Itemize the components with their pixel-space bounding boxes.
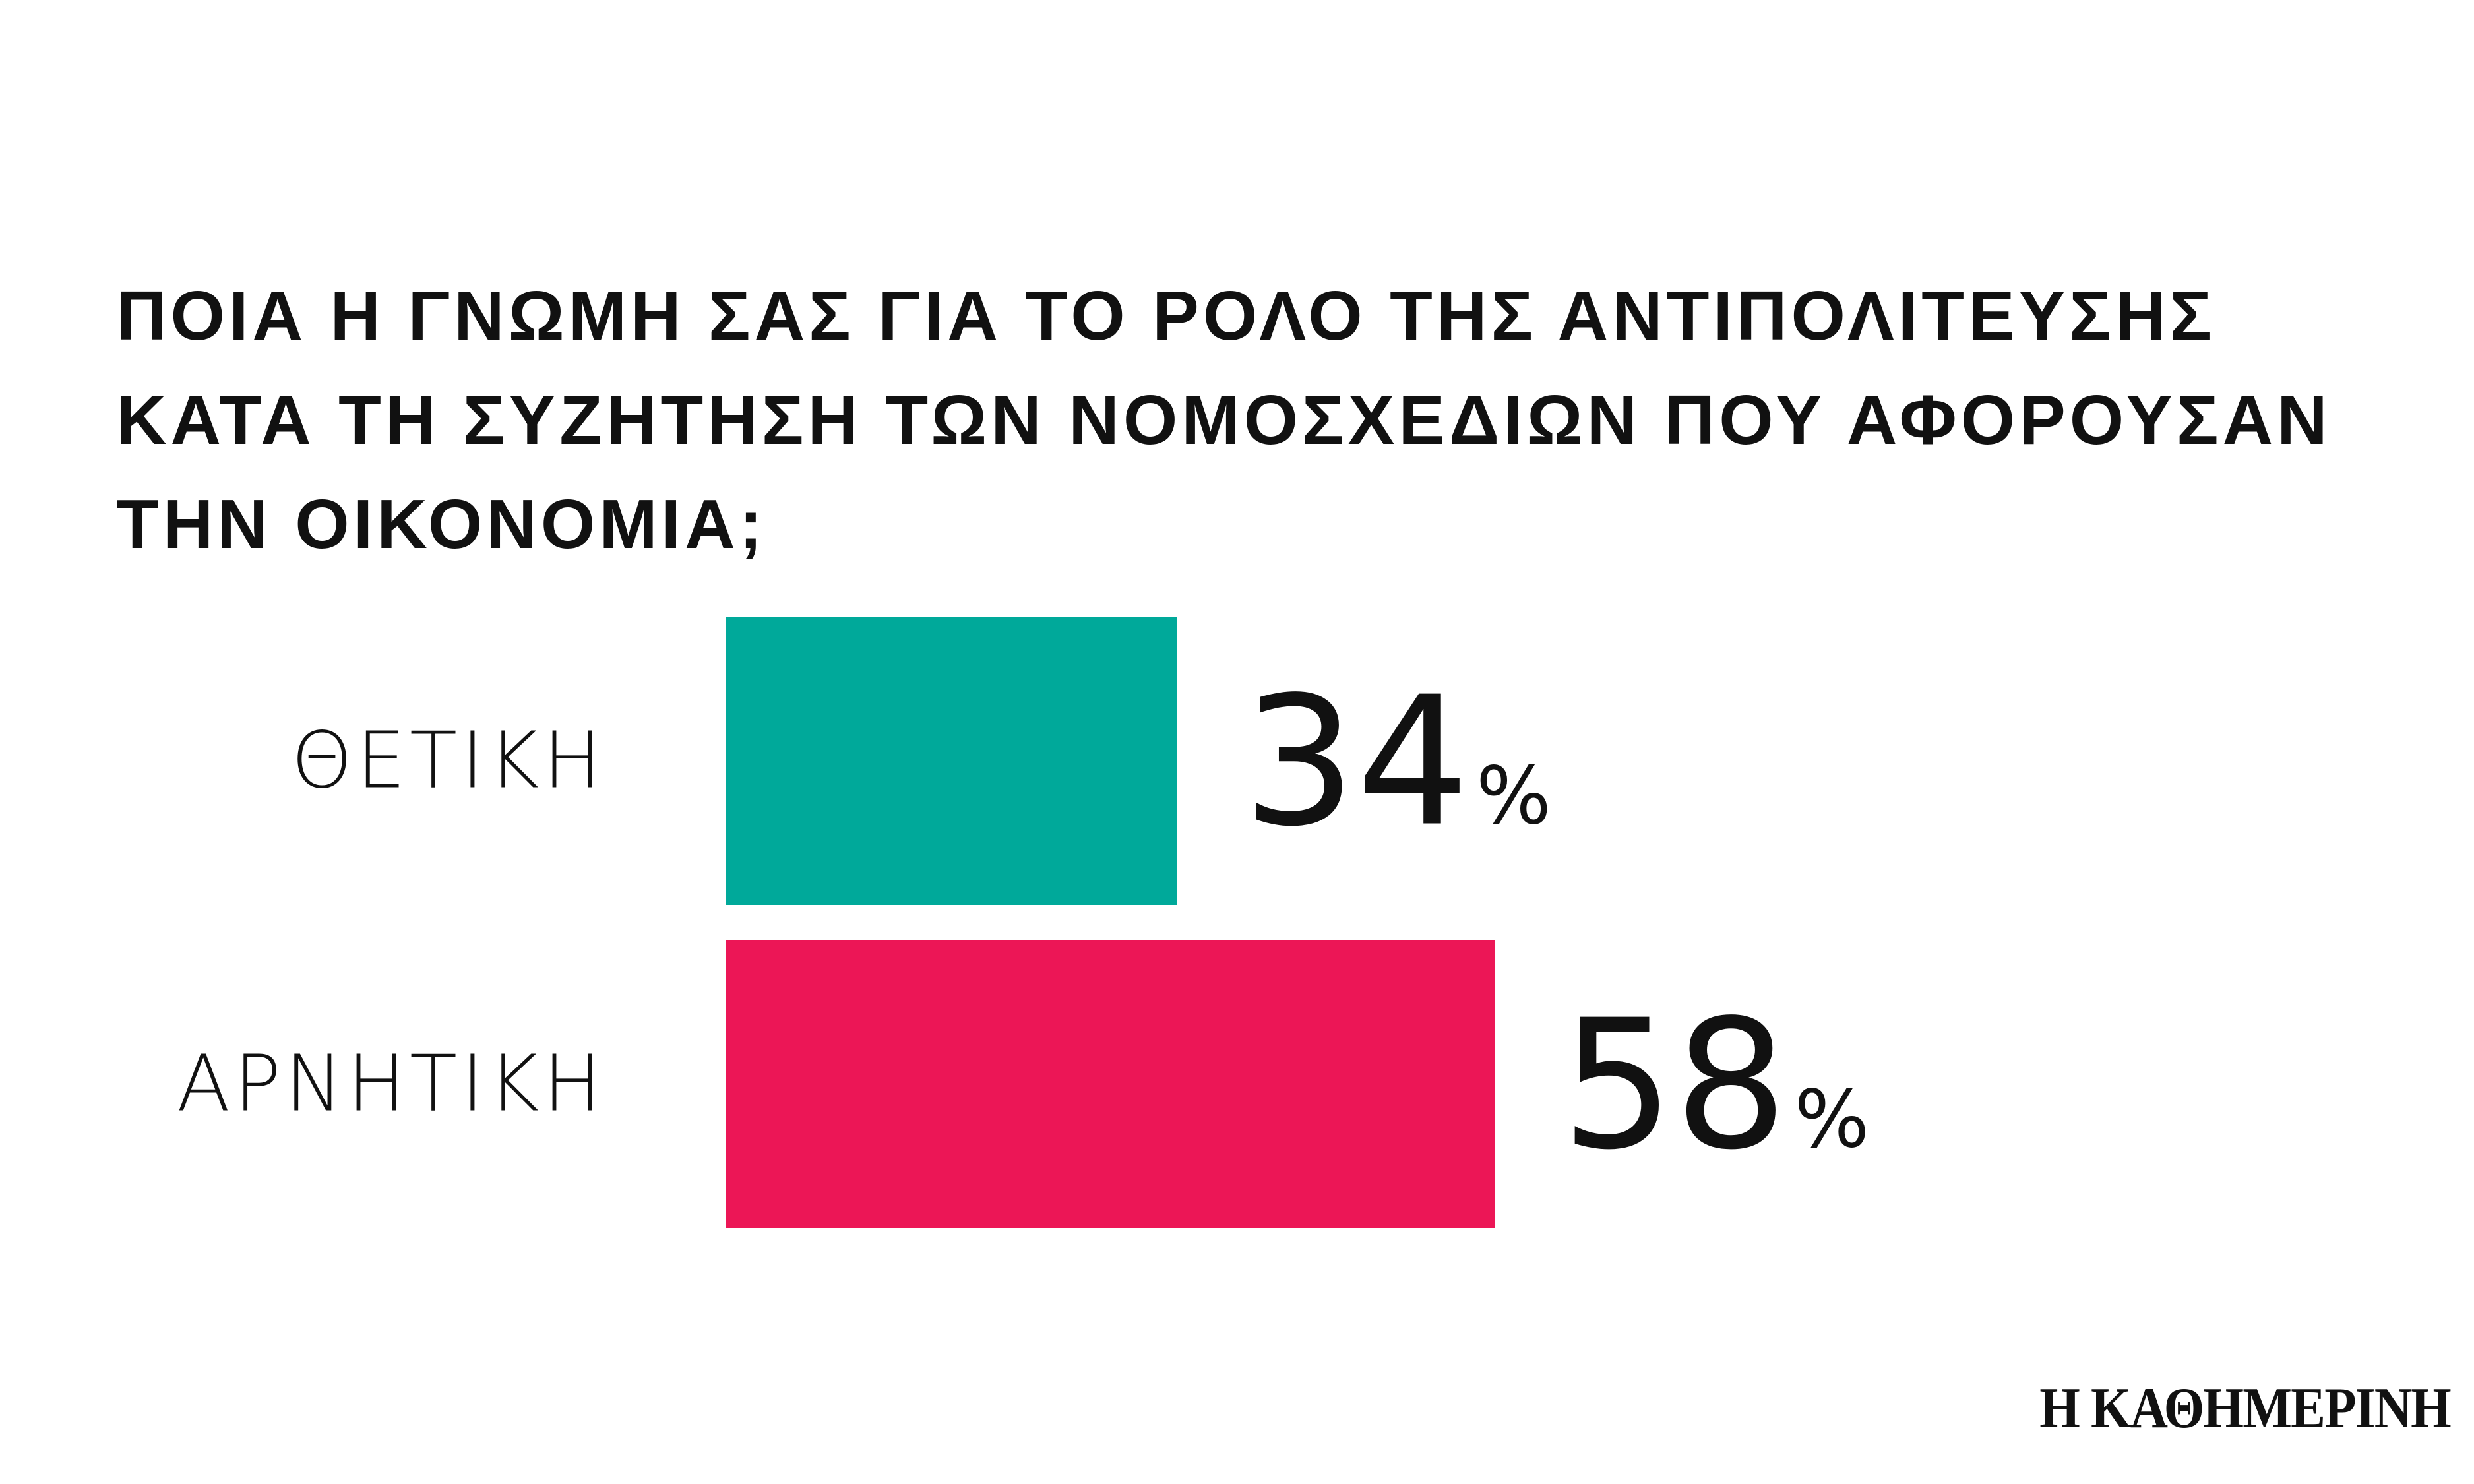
chart-title-line-1: ΠΟΙΑ Η ΓΝΩΜΗ ΣΑΣ ΓΙΑ ΤΟ ΡΟΛΟ ΤΗΣ ΑΝΤΙΠΟΛ… [116, 277, 2216, 355]
value-label: 58% [1561, 981, 1870, 1189]
value-unit: % [1794, 1074, 1869, 1166]
value-number: 58 [1561, 981, 1788, 1189]
category-label: ΘΕΤΙΚΗ [292, 715, 605, 806]
chart-title: ΠΟΙΑ Η ΓΝΩΜΗ ΣΑΣ ΓΙΑ ΤΟ ΡΟΛΟ ΤΗΣ ΑΝΤΙΠΟΛ… [116, 264, 2359, 576]
value-label: 34% [1243, 658, 1551, 866]
chart-title-line-3: ΤΗΝ ΟΙΚΟΝΟΜΙΑ; [116, 485, 766, 563]
value-unit: % [1476, 751, 1551, 843]
category-label: ΑΡΝΗΤΙΚΗ [177, 1038, 605, 1129]
value-number: 34 [1243, 658, 1469, 866]
bar [726, 617, 1177, 905]
kathimerini-logo: Η ΚΑΘΗΜΕΡΙΝΗ [2039, 1376, 2452, 1440]
bar [726, 940, 1495, 1228]
chart-title-line-2: ΚΑΤΑ ΤΗ ΣΥΖΗΤΗΣΗ ΤΩΝ ΝΟΜΟΣΧΕΔΙΩΝ ΠΟΥ ΑΦΟ… [116, 381, 2332, 459]
